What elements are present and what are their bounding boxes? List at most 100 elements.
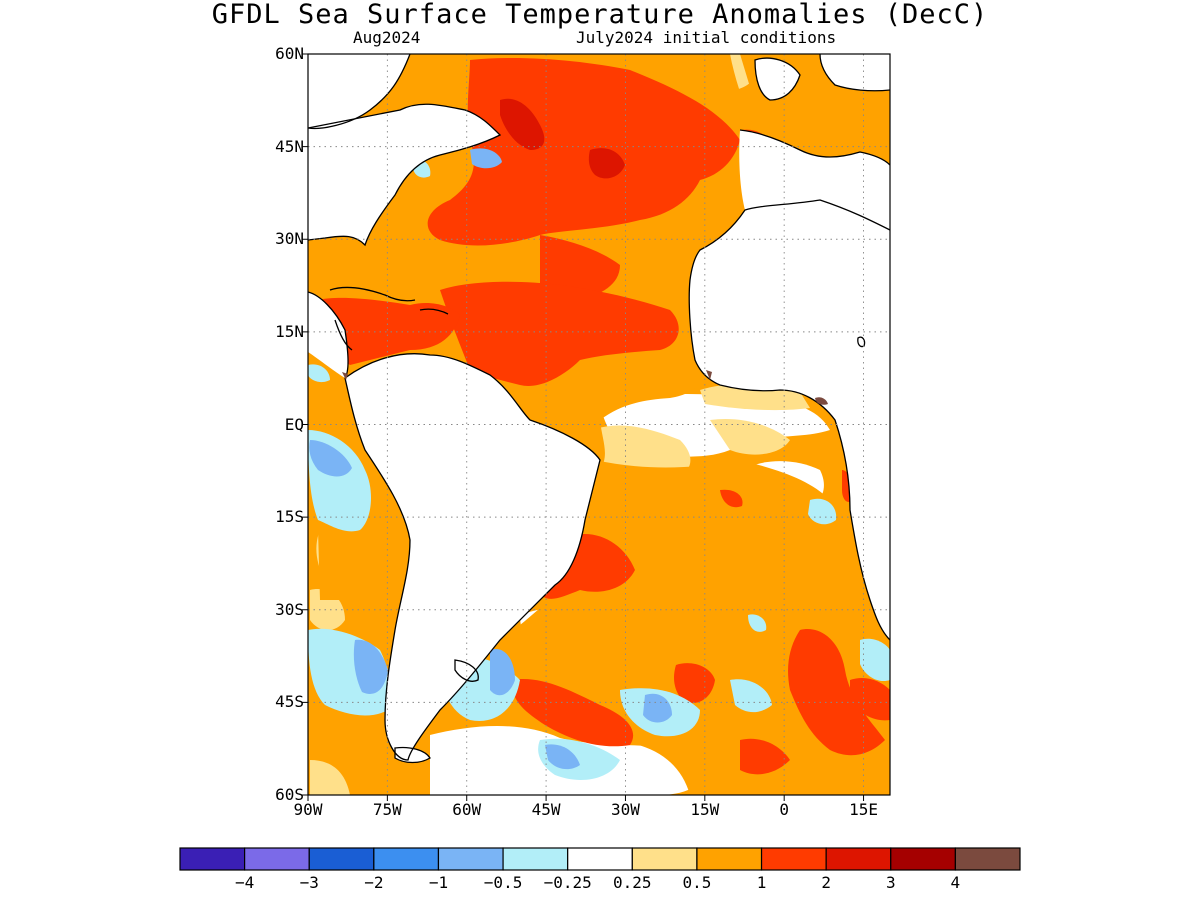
- colorbar-swatch: [696, 847, 763, 871]
- colorbar-swatch: [373, 847, 440, 871]
- colorbar-label: 0.5: [682, 873, 712, 892]
- coastline-segment: [308, 291, 349, 379]
- anomaly-region: [308, 240, 335, 292]
- colorbar-swatch: [760, 847, 827, 871]
- anomaly-speck: [342, 372, 348, 380]
- lon-label: 0: [779, 800, 789, 819]
- colorbar-swatch: [179, 847, 246, 871]
- coastline-segment: [419, 308, 449, 315]
- lon-label: 15W: [690, 800, 720, 819]
- anomaly-region: [440, 281, 679, 386]
- lat-label: 60S: [275, 785, 304, 804]
- anomaly-region: [327, 483, 365, 525]
- land-region: [755, 58, 800, 100]
- anomaly-speck: [815, 397, 828, 405]
- anomaly-region: [788, 629, 885, 756]
- anomaly-cool-patches: [308, 148, 890, 780]
- anomaly-region: [740, 738, 790, 775]
- land-region: [308, 292, 349, 378]
- coastline-segment: [308, 54, 411, 130]
- land-region: [820, 54, 890, 91]
- forecast-month: Aug2024: [353, 28, 421, 47]
- coastline-segment: [394, 746, 431, 764]
- anomaly-region: [808, 498, 837, 525]
- anomaly-region: [748, 614, 767, 632]
- coastlines: [308, 54, 890, 764]
- colorbar-swatch: [631, 847, 698, 871]
- lat-label: 30N: [275, 229, 304, 249]
- anomaly-region: [309, 440, 352, 477]
- anomaly-region: [643, 693, 672, 723]
- anomaly-region: [310, 760, 350, 795]
- coastline-segment: [857, 336, 866, 348]
- anomaly-speck: [706, 370, 712, 380]
- colorbar-label: −2: [364, 873, 384, 892]
- coastline-segment: [454, 659, 479, 682]
- anomaly-region: [318, 297, 460, 365]
- anomaly-region: [490, 649, 515, 696]
- colorbar-label: −0.5: [483, 873, 523, 892]
- colorbar-swatch: [954, 847, 1021, 871]
- colorbar-swatch: [825, 847, 892, 871]
- colorbar-swatch: [567, 847, 633, 871]
- colorbar-swatch: [244, 847, 310, 871]
- anomaly-region: [540, 235, 620, 300]
- anomaly-region: [588, 148, 625, 179]
- anomaly-region: [511, 679, 634, 747]
- anomaly-region: [730, 679, 772, 713]
- lon-label: 30W: [611, 800, 640, 819]
- anomaly-region: [308, 364, 330, 383]
- land-region: [308, 54, 410, 129]
- coastline-segment: [819, 54, 890, 92]
- lat-lon-grid: [308, 54, 890, 795]
- lat-label: 30S: [275, 599, 304, 619]
- lat-ticks: [302, 53, 308, 796]
- land-region: [308, 104, 500, 245]
- coastline-segment: [688, 199, 890, 641]
- colorbar-swatch: [890, 847, 956, 871]
- colorbar-label: 0.25: [613, 873, 652, 892]
- colorbar-swatch: [502, 847, 569, 871]
- colorbar-swatch: [437, 847, 504, 871]
- anomaly-region: [710, 418, 790, 455]
- colorbar-label: −1: [428, 873, 449, 892]
- colorbar-label: −3: [299, 873, 319, 892]
- lat-label: 15N: [275, 321, 304, 341]
- coastline-segment: [308, 103, 502, 247]
- anomaly-region: [860, 638, 890, 682]
- figure-title: GFDL Sea Surface Temperature Anomalies (…: [211, 0, 989, 30]
- coastline-segment: [344, 353, 601, 761]
- lat-label: 45S: [275, 692, 304, 712]
- colorbar-label: 4: [950, 873, 961, 892]
- colorbar-label: 1: [756, 873, 767, 892]
- colorbar-label: 3: [885, 873, 896, 892]
- lon-label: 45W: [531, 800, 561, 819]
- anomaly-region: [353, 639, 388, 694]
- anomaly-region: [470, 148, 502, 169]
- coastline-segment: [334, 319, 353, 351]
- colorbar: [179, 847, 1021, 871]
- anomaly-region: [545, 744, 580, 770]
- colorbar-label: −0.25: [543, 873, 592, 892]
- lon-label: 60W: [452, 800, 482, 819]
- lat-label: 45N: [275, 136, 304, 156]
- land-region: [345, 353, 600, 760]
- lon-ticks: [307, 795, 865, 801]
- anomaly-region: [850, 678, 890, 721]
- lon-label: 90W: [293, 800, 323, 819]
- coastline-segment: [739, 129, 890, 166]
- anomaly-region: [500, 98, 545, 150]
- lat-label: 60N: [275, 44, 304, 63]
- colorbar-swatch: [308, 847, 375, 871]
- colorbar-label: −4: [234, 873, 255, 892]
- coastline-segment: [754, 57, 801, 101]
- lon-label: 75W: [372, 800, 402, 819]
- lon-label: 15E: [849, 800, 878, 819]
- land-region: [689, 200, 890, 640]
- coastline-segment: [329, 286, 416, 302]
- lat-label: EQ: [284, 414, 304, 434]
- anomaly-region: [720, 489, 743, 508]
- colorbar-label: 2: [821, 873, 831, 892]
